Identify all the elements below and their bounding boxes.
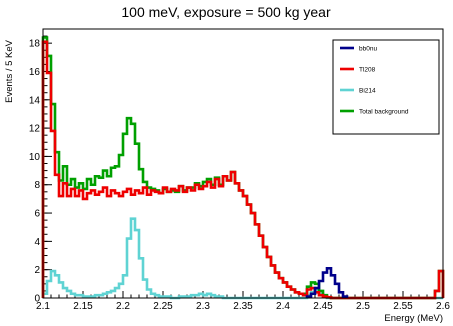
- y-tick-label: 0: [34, 294, 40, 305]
- x-tick-label: 2.45: [313, 301, 333, 312]
- x-axis-label: Energy (MeV): [384, 313, 443, 324]
- x-tick-label: 2.35: [233, 301, 253, 312]
- x-tick-label: 2.3: [196, 301, 210, 312]
- x-tick-label: 2.2: [116, 301, 130, 312]
- x-tick-label: 2.6: [436, 301, 450, 312]
- y-tick-label: 10: [29, 152, 41, 163]
- legend-label-tl208: Tl208: [359, 67, 376, 74]
- y-tick-label: 2: [34, 265, 40, 276]
- y-axis-label: Events / 5 KeV: [4, 39, 15, 103]
- y-tick-label: 4: [34, 237, 40, 248]
- y-tick-label: 16: [29, 67, 41, 78]
- legend-label-bb0nu: bb0nu: [359, 46, 377, 53]
- x-tick-label: 2.15: [73, 301, 93, 312]
- x-tick-label: 2.1: [36, 301, 50, 312]
- y-tick-label: 12: [29, 124, 41, 135]
- y-tick-label: 18: [29, 39, 41, 50]
- chart-title: 100 meV, exposure = 500 kg year: [121, 4, 331, 20]
- legend-label-total-background: Total background: [359, 109, 409, 116]
- series-bb0nu-histogram: [305, 266, 349, 298]
- legend: bb0nu Tl208 Bi214 Total background: [332, 39, 440, 135]
- y-tick-label: 6: [34, 209, 40, 220]
- y-tick-label: 14: [29, 95, 41, 106]
- x-tick-label: 2.5: [356, 301, 370, 312]
- y-tick-label: 8: [34, 180, 40, 191]
- x-tick-label: 2.55: [393, 301, 413, 312]
- x-tick-label: 2.25: [153, 301, 173, 312]
- x-tick-label: 2.4: [276, 301, 290, 312]
- legend-label-bi214: Bi214: [359, 88, 376, 95]
- legend-box: [332, 39, 440, 135]
- plot-frame: [42, 28, 444, 299]
